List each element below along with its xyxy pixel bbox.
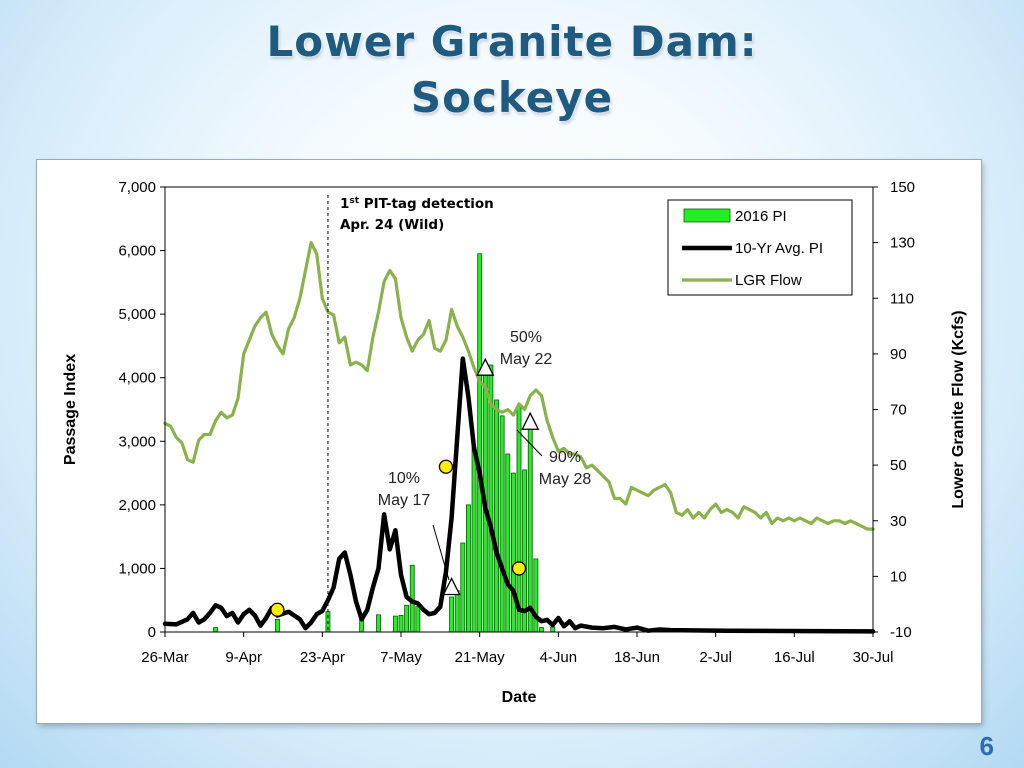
pi-bar [471, 447, 477, 633]
pi-bar [376, 614, 381, 633]
pi-bar [460, 542, 466, 633]
y2-tick-label: 90 [890, 346, 907, 363]
y2-tick-label: 10 [890, 568, 907, 585]
y2-tick-label: 110 [890, 290, 914, 307]
x-tick-label: 18-Jun [614, 649, 660, 666]
pi-bar [449, 596, 454, 633]
avg-pi-line [162, 356, 876, 634]
p50-percent-label: 50% [510, 329, 542, 346]
pi-bar [415, 606, 421, 633]
pit-detection-label-line2: Apr. 24 (Wild) [340, 217, 444, 233]
p90-leader-line [516, 429, 543, 457]
y2-tick-label: 50 [890, 457, 907, 474]
x-tick-label: 21-May [455, 649, 506, 666]
legend-label: 2016 PI [735, 208, 787, 225]
legend-label: LGR Flow [735, 272, 802, 289]
y-tick-label: 6,000 [118, 243, 156, 260]
pi-bar [533, 558, 539, 633]
y2-tick-label: 130 [890, 235, 915, 252]
pi-bar [477, 253, 483, 633]
legend: 2016 PI 10-Yr Avg. PI LGR Flow [667, 199, 853, 296]
x-tick-label: 23-Apr [300, 649, 345, 666]
p90-percent-label: 90% [549, 449, 581, 466]
chart-panel: 0 1,000 2,000 3,000 4,000 5,000 6,000 7,000 -10 1… [37, 160, 981, 723]
y-axis-title: Passage Index [62, 354, 79, 465]
y-tick-label: 0 [148, 624, 156, 641]
pi-bar [494, 399, 499, 633]
x-tick-label: 4-Jun [540, 649, 578, 666]
pi-bar [527, 421, 533, 633]
milestone-triangle-marker [521, 411, 540, 430]
annotations-group: 1st PIT-tag detection Apr. 24 (Wild) 10% Ma… [327, 195, 592, 632]
pi-bar [505, 453, 511, 633]
y-tick-label: 5,000 [118, 306, 156, 323]
x-tick-label: 7-May [380, 649, 422, 666]
y2-tick-label: 30 [890, 513, 907, 530]
pi-bar [213, 627, 218, 633]
y-tick-label: 1,000 [118, 560, 156, 577]
markers-group [270, 357, 540, 617]
milestone-triangle-marker [442, 577, 461, 596]
p10-leader-line [432, 524, 450, 581]
pi-bar [510, 472, 516, 633]
p90-date-label: May 28 [539, 471, 592, 488]
yellow-circle-marker [270, 602, 285, 617]
y2-tick-label: -10 [890, 624, 912, 641]
pi-bar [466, 504, 471, 633]
lines-group [162, 240, 876, 634]
x-axis-title: Date [502, 689, 537, 706]
y-tick-label: 4,000 [118, 370, 156, 387]
slide-title-line1: Lower Granite Dam: [266, 17, 758, 66]
y-tick-label: 3,000 [118, 433, 156, 450]
slide-title-line2: Sockeye [410, 73, 614, 122]
axes-group: 0 1,000 2,000 3,000 4,000 5,000 6,000 7,000 -10 1… [62, 179, 967, 706]
x-tick-label: 16-Jul [774, 649, 815, 666]
pit-detection-label-line1: 1st PIT-tag detection [340, 196, 494, 212]
yellow-circle-marker [511, 561, 527, 576]
legend-label: 10-Yr Avg. PI [735, 240, 823, 257]
pi-bar [392, 615, 398, 633]
x-tick-label: 26-Mar [141, 649, 189, 666]
pi-bar [398, 615, 404, 633]
x-tick-label: 30-Jul [853, 649, 894, 666]
y2-tick-label: 150 [890, 179, 915, 196]
y-tick-label: 2,000 [118, 497, 156, 514]
lgr-flow-line [163, 240, 875, 531]
slide-title: Lower Granite Dam: Sockeye [0, 14, 1024, 126]
x-tick-label: 9-Apr [225, 649, 262, 666]
legend-swatch-pi [683, 208, 731, 223]
pi-bar [454, 590, 460, 633]
yellow-circle-marker [438, 459, 454, 474]
y2-axis-title: Lower Granite Flow (Kcfs) [950, 310, 967, 508]
pi-bar [404, 604, 410, 633]
pi-bar [274, 618, 280, 633]
y2-tick-label: 70 [890, 402, 907, 419]
milestone-triangle-marker [476, 357, 495, 376]
p50-date-label: May 22 [500, 351, 553, 368]
chart-svg: 0 1,000 2,000 3,000 4,000 5,000 6,000 7,000 -10 1… [62, 179, 967, 706]
pi-bar [499, 415, 505, 633]
y-tick-label: 7,000 [118, 179, 156, 196]
pi-bar [550, 626, 556, 633]
p10-date-label: May 17 [378, 492, 431, 509]
x-tick-label: 2-Jul [699, 649, 732, 666]
page-number: 6 [979, 731, 994, 761]
p10-percent-label: 10% [388, 470, 420, 487]
pi-bar [539, 627, 544, 633]
